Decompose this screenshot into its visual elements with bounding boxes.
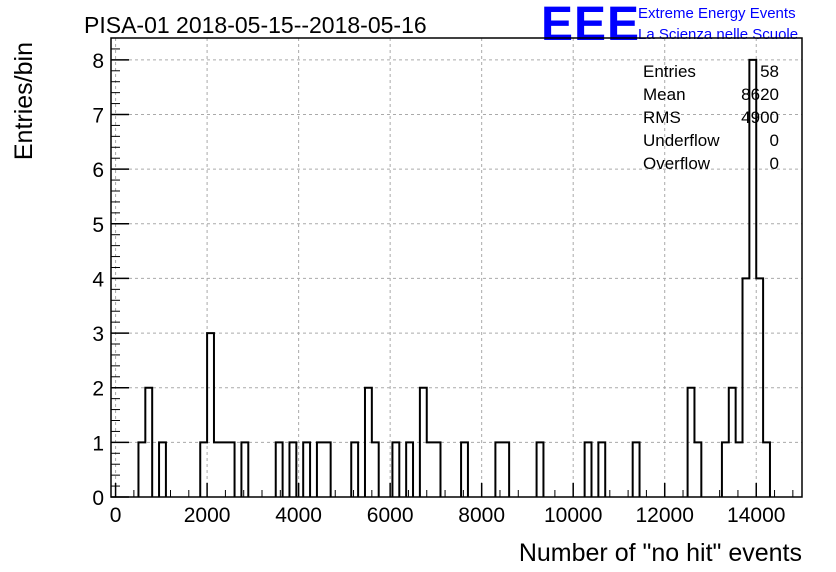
stats-label: Entries xyxy=(643,62,696,81)
x-tick-label: 2000 xyxy=(184,504,231,527)
y-axis: 0 1 2 3 4 5 6 7 8 xyxy=(92,48,129,510)
x-tick-label: 12000 xyxy=(636,504,694,527)
stats-value: 58 xyxy=(760,62,779,81)
stats-value: 4900 xyxy=(741,108,779,127)
x-tick-label: 6000 xyxy=(367,504,414,527)
y-tick-label: 4 xyxy=(92,268,104,291)
x-tick-label: 8000 xyxy=(458,504,505,527)
y-tick-label: 8 xyxy=(92,50,104,73)
stats-value: 0 xyxy=(770,154,779,173)
y-tick-label: 7 xyxy=(92,105,104,128)
x-axis-label: Number of "no hit" events xyxy=(519,539,802,567)
stats-label: Overflow xyxy=(643,154,711,173)
y-tick-label: 1 xyxy=(92,432,104,455)
chart-title: PISA-01 2018-05-15--2018-05-16 xyxy=(84,12,427,38)
stats-box: Entries 58 Mean 8620 RMS 4900 Underflow 0 Overfl… xyxy=(643,62,779,173)
y-tick-label: 0 xyxy=(92,487,104,510)
stats-value: 8620 xyxy=(741,85,779,104)
y-axis-label: Entries/bin xyxy=(10,42,38,160)
eee-logo-line2: La Scienza nelle Scuole xyxy=(638,26,798,43)
stats-label: Underflow xyxy=(643,131,720,150)
y-tick-label: 6 xyxy=(92,159,104,182)
x-tick-label: 10000 xyxy=(544,504,602,527)
eee-logo-mark: EEE xyxy=(541,0,640,51)
y-tick-label: 2 xyxy=(92,378,104,401)
stats-label: RMS xyxy=(643,108,681,127)
x-axis: 0 2000 4000 6000 8000 10000 12000 14000 xyxy=(110,483,794,527)
eee-logo-line1: Extreme Energy Events xyxy=(638,5,796,22)
x-tick-label: 0 xyxy=(110,504,122,527)
histogram-outline xyxy=(137,58,771,497)
eee-logo: EEE Extreme Energy Events La Scienza nel… xyxy=(541,0,798,51)
x-tick-label: 4000 xyxy=(275,504,322,527)
y-tick-label: 5 xyxy=(92,214,104,237)
y-tick-label: 3 xyxy=(92,323,104,346)
x-tick-label: 14000 xyxy=(727,504,785,527)
stats-label: Mean xyxy=(643,85,686,104)
stats-value: 0 xyxy=(770,131,779,150)
